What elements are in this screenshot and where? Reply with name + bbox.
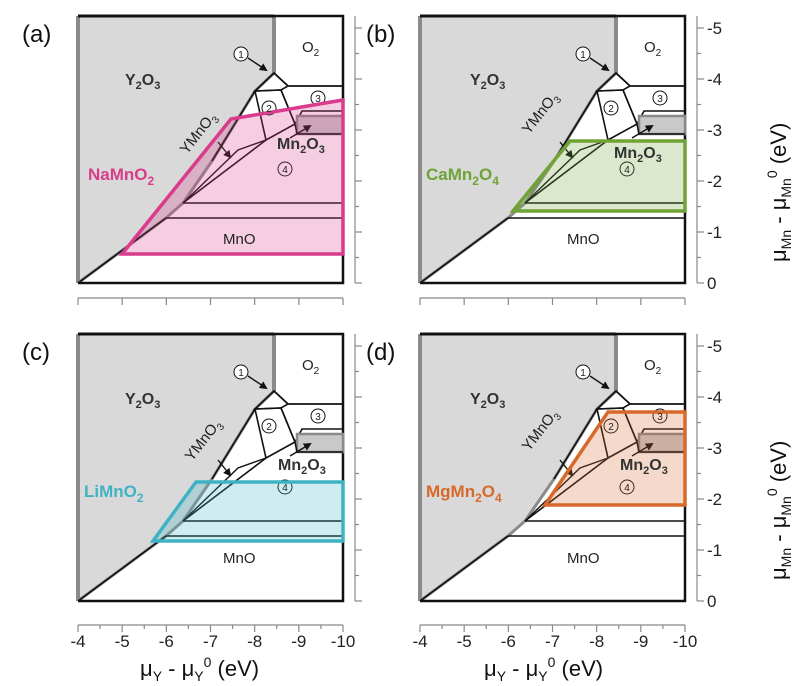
x-tick-label: -7 [545,632,560,651]
svg-text:O2: O2 [302,39,320,59]
svg-text:O2: O2 [302,357,320,377]
mgmn2o4-stability-region [541,410,687,507]
y2o3-labels: Y2O3 Y2O3 Y2O3 Y2O3 [125,72,505,411]
y-axis-title-bottom: μMn - μMn0 (eV) [764,441,794,580]
svg-text:3: 3 [657,412,663,423]
o2-labels: O2 O2 O2 O2 [302,39,662,377]
y-tick-label: -5 [707,19,722,38]
svg-text:2: 2 [266,104,272,115]
panel-c [78,334,343,601]
y-tick-label: -3 [707,439,722,458]
x-tick-label: -6 [159,632,174,651]
svg-text:3: 3 [315,94,321,105]
axes-layer [77,16,704,632]
y-tick-label: -4 [707,388,722,407]
svg-text:3: 3 [315,412,321,423]
x-tick-label: -5 [115,632,130,651]
y-tick-label: -2 [707,172,722,191]
y-axis-title-top: μMn - μMn0 (eV) [764,123,794,262]
svg-text:4: 4 [282,165,288,176]
region-numbers: 1 2 3 4 1 2 3 4 1 2 3 4 1 2 3 4 [238,50,663,494]
y-tick-label: -2 [707,490,722,509]
x-tick-label: -5 [457,632,472,651]
camn2o4-stability-region [509,139,687,213]
svg-text:1: 1 [580,368,586,379]
panel-letter-c: (c) [22,339,50,366]
svg-text:4: 4 [282,483,288,494]
x-tick-label: -8 [589,632,604,651]
x-tick-label: -9 [291,632,306,651]
y-tick-label: 0 [707,592,716,611]
x-tick-label: -7 [203,632,218,651]
svg-text:Y2O3: Y2O3 [125,391,160,411]
svg-text:Mn2O3: Mn2O3 [277,136,325,156]
mn2o3-labels: Mn2O3 Mn2O3 Mn2O3 Mn2O3 [277,136,668,477]
svg-text:Mn2O3: Mn2O3 [620,457,668,477]
limno2-stability-region [149,480,345,543]
x-tick-label: -6 [501,632,516,651]
svg-text:1: 1 [238,368,244,379]
svg-text:Y2O3: Y2O3 [470,72,505,92]
svg-text:Mn2O3: Mn2O3 [614,145,662,165]
mno-label-d: MnO [567,550,600,567]
svg-text:2: 2 [608,422,614,433]
x-tick-label: -8 [247,632,262,651]
compound-label-a: NaMnO2 [88,165,155,188]
svg-text:3: 3 [657,94,663,105]
x-axis-title-left: μY - μY0 (eV) [140,654,259,684]
svg-text:O2: O2 [644,39,662,59]
svg-text:Y2O3: Y2O3 [470,391,505,411]
tick-label-layer: -4 -5 -6 -7 -8 -9 -10 -4 -5 -6 -7 -8 -9 -10-5-4-3-2-1… [70,19,722,651]
x-axis-title-right: μY - μY0 (eV) [484,654,603,684]
svg-text:4: 4 [624,483,630,494]
svg-text:O2: O2 [644,357,662,377]
y-tick-label: -4 [707,70,722,89]
svg-text:Mn2O3: Mn2O3 [278,457,326,477]
x-tick-label: -10 [673,632,698,651]
y-tick-label: 0 [707,274,716,293]
compound-label-b: CaMn2O4 [426,165,499,188]
namno2-stability-region [118,97,345,256]
panel-d [420,334,685,601]
compound-label-d: MgMn2O4 [426,482,502,505]
svg-text:2: 2 [608,104,614,115]
mno-label-a: MnO [223,231,256,248]
x-tick-label: -10 [331,632,356,651]
svg-text:1: 1 [580,50,586,61]
y-tick-label: -1 [707,541,722,560]
panel-letter-d: (d) [366,339,395,366]
svg-text:1: 1 [238,50,244,61]
svg-text:Y2O3: Y2O3 [125,72,160,92]
panel-a [78,16,343,283]
panel-b [420,16,685,283]
x-tick-label: -4 [70,632,85,651]
compound-label-c: LiMnO2 [84,482,144,505]
y-tick-label: -3 [707,121,722,140]
panel-letter-b: (b) [366,21,395,48]
y-tick-label: -1 [707,223,722,242]
mno-label-b: MnO [567,231,600,248]
y-tick-label: -5 [707,337,722,356]
panel-letter-a: (a) [22,21,51,48]
x-tick-label: -4 [412,632,427,651]
x-tick-label: -9 [633,632,648,651]
svg-text:4: 4 [624,165,630,176]
mno-label-c: MnO [223,550,256,567]
svg-text:2: 2 [266,422,272,433]
